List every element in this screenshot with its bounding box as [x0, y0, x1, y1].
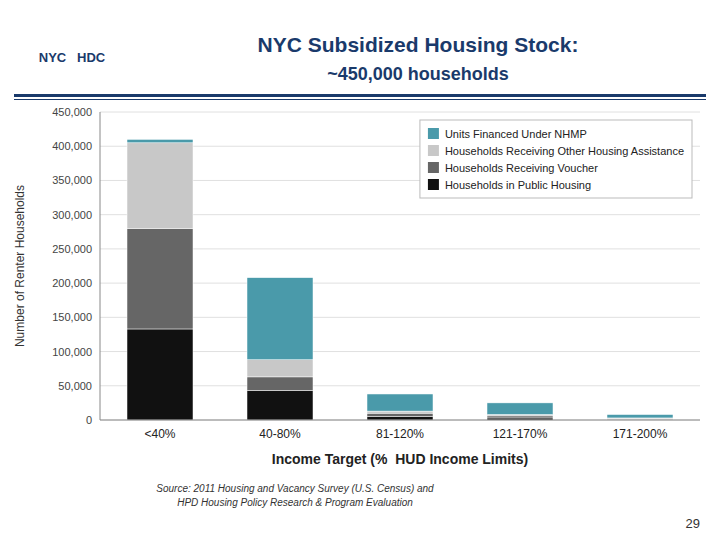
- y-tick-label: 100,000: [52, 346, 92, 358]
- chart-container: NYC HDC NYC Subsidized Housing Stock: ~450…: [0, 0, 720, 540]
- bar-segment: [367, 394, 433, 411]
- bar-segment: [367, 411, 433, 413]
- x-tick-label: 81-120%: [376, 427, 424, 441]
- bar-segment: [127, 139, 193, 142]
- header-rule: [14, 99, 706, 100]
- subtitle: ~450,000 households: [327, 64, 509, 84]
- y-tick-label: 0: [86, 414, 92, 426]
- header-rule: [14, 94, 706, 97]
- bar-segment: [247, 278, 313, 360]
- y-tick-label: 50,000: [58, 380, 92, 392]
- y-tick-label: 400,000: [52, 140, 92, 152]
- x-tick-label: 171-200%: [613, 427, 668, 441]
- y-tick-label: 350,000: [52, 174, 92, 186]
- y-tick-label: 450,000: [52, 106, 92, 118]
- x-axis-line: [100, 420, 700, 421]
- grid: [100, 112, 700, 420]
- legend: Units Financed Under NHMP Households Rece…: [420, 120, 692, 198]
- legend-swatch: [428, 145, 439, 156]
- grid-line: [100, 420, 700, 421]
- bar-segment: [127, 228, 193, 329]
- y-tick-label: 150,000: [52, 311, 92, 323]
- bar-segment: [247, 377, 313, 391]
- y-tick-label: 250,000: [52, 243, 92, 255]
- legend-frame: [420, 120, 692, 198]
- y-axis-label: Number of Renter Households: [13, 185, 27, 347]
- legend-label: Households Receiving Other Housing Assis…: [445, 145, 684, 157]
- chart-svg: NYC HDC NYC Subsidized Housing Stock: ~450…: [0, 0, 720, 540]
- page-number: 29: [686, 516, 700, 531]
- bar-segment: [367, 413, 433, 416]
- source-line: HPD Housing Policy Research & Program Ev…: [177, 497, 413, 508]
- bar-segment: [127, 329, 193, 420]
- x-tick-label: 121-170%: [493, 427, 548, 441]
- legend-swatch: [428, 179, 439, 190]
- bar-segment: [487, 403, 553, 415]
- logo-text: NYC HDC: [39, 50, 106, 65]
- bar-segment: [127, 143, 193, 229]
- x-axis-label: Income Target (% HUD Income Limits): [272, 451, 528, 467]
- legend-swatch: [428, 128, 439, 139]
- legend-swatch: [428, 162, 439, 173]
- y-axis-line: [100, 112, 101, 420]
- legend-label: Households Receiving Voucher: [445, 162, 598, 174]
- grid-line: [100, 112, 700, 113]
- source-text: Source: 2011 Housing and Vacancy Survey …: [156, 483, 434, 508]
- bar-segment: [607, 415, 673, 418]
- legend-label: Households in Public Housing: [445, 179, 591, 191]
- y-tick-label: 300,000: [52, 209, 92, 221]
- legend-label: Units Financed Under NHMP: [445, 128, 587, 140]
- bar-segment: [247, 360, 313, 377]
- source-line: Source: 2011 Housing and Vacancy Survey …: [156, 483, 434, 494]
- x-tick-label: 40-80%: [259, 427, 301, 441]
- x-tick-label: <40%: [144, 427, 175, 441]
- bar-segment: [247, 391, 313, 420]
- bar-segment: [487, 416, 553, 418]
- bar-segment: [367, 417, 433, 420]
- title: NYC Subsidized Housing Stock:: [258, 33, 579, 56]
- y-tick-label: 200,000: [52, 277, 92, 289]
